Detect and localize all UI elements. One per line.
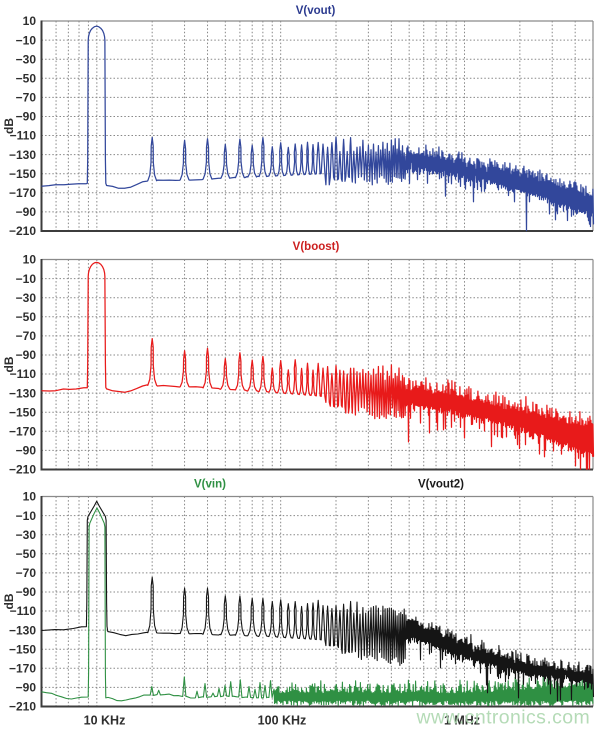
svg-text:10: 10 <box>23 14 37 28</box>
svg-text:−10: −10 <box>16 272 37 286</box>
svg-text:−50: −50 <box>16 310 37 324</box>
svg-text:V(vin): V(vin) <box>194 479 226 491</box>
svg-text:−90: −90 <box>16 205 37 219</box>
svg-text:−30: −30 <box>16 52 37 66</box>
svg-text:−170: −170 <box>9 662 36 676</box>
svg-text:−70: −70 <box>16 329 37 343</box>
svg-text:−110: −110 <box>10 604 37 618</box>
svg-text:−130: −130 <box>9 148 36 162</box>
svg-text:V(vout): V(vout) <box>296 5 336 17</box>
svg-text:−210: −210 <box>9 463 36 477</box>
svg-text:100 KHz: 100 KHz <box>258 714 307 728</box>
svg-text:−130: −130 <box>9 623 36 637</box>
svg-text:−150: −150 <box>9 405 36 419</box>
svg-text:−170: −170 <box>9 186 36 200</box>
svg-text:−70: −70 <box>16 91 37 105</box>
svg-text:−90: −90 <box>16 348 37 362</box>
svg-text:−210: −210 <box>9 224 36 238</box>
svg-text:−210: −210 <box>9 700 36 714</box>
svg-text:10: 10 <box>23 253 37 267</box>
svg-text:−130: −130 <box>9 386 36 400</box>
svg-text:−30: −30 <box>16 291 37 305</box>
svg-text:10: 10 <box>23 490 37 504</box>
svg-text:−90: −90 <box>16 585 37 599</box>
svg-text:−30: −30 <box>16 528 37 542</box>
svg-text:dB: dB <box>2 593 16 609</box>
svg-text:−50: −50 <box>16 547 37 561</box>
svg-text:−110: −110 <box>10 367 37 381</box>
svg-text:−90: −90 <box>16 110 37 124</box>
svg-text:−50: −50 <box>16 72 37 86</box>
svg-text:V(vout2): V(vout2) <box>418 479 464 491</box>
svg-text:dB: dB <box>2 356 16 372</box>
svg-text:−90: −90 <box>16 444 37 458</box>
svg-text:−10: −10 <box>16 33 37 47</box>
svg-text:dB: dB <box>2 118 16 134</box>
svg-text:−150: −150 <box>9 167 36 181</box>
svg-text:10 KHz: 10 KHz <box>84 714 126 728</box>
svg-text:1 MHz: 1 MHz <box>444 714 480 728</box>
svg-text:−90: −90 <box>16 681 37 695</box>
svg-text:−150: −150 <box>9 642 36 656</box>
svg-text:−170: −170 <box>9 425 36 439</box>
svg-text:www.cntronics.com: www.cntronics.com <box>416 707 591 729</box>
svg-text:−110: −110 <box>10 129 37 143</box>
svg-text:−70: −70 <box>16 566 37 580</box>
svg-text:V(boost): V(boost) <box>293 241 340 253</box>
svg-text:−10: −10 <box>16 509 37 523</box>
